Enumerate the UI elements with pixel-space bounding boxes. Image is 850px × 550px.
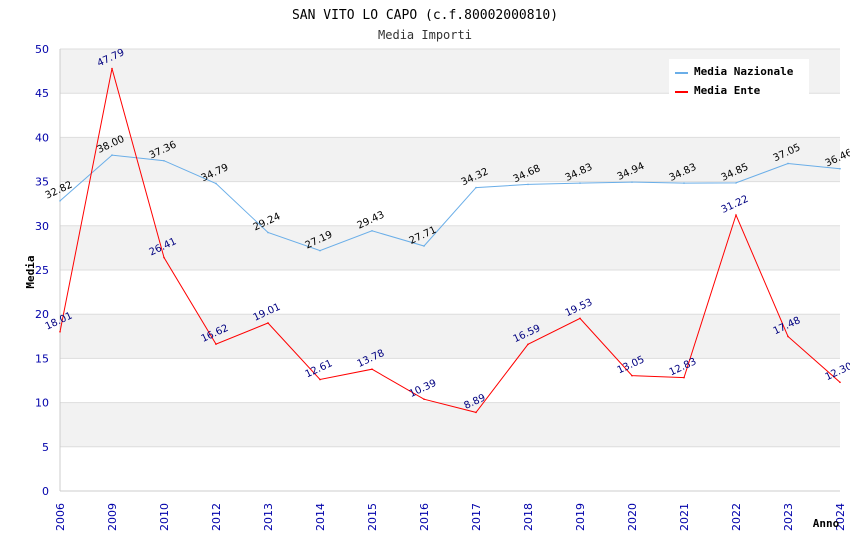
x-tick-label: 2023 [782, 503, 795, 531]
data-point [839, 167, 841, 170]
data-point [787, 162, 789, 165]
data-point [423, 245, 425, 247]
x-tick-label: 2006 [54, 503, 67, 531]
data-point [111, 154, 113, 156]
y-axis-ticks: 0 5 10 15 20 25 30 35 40 45 50 [35, 43, 49, 498]
legend-label-nazionale: Media Nazionale [694, 65, 794, 78]
chart-title: SAN VITO LO CAPO (c.f.80002000810) [292, 8, 558, 23]
data-point [163, 256, 165, 259]
x-tick-label: 2022 [730, 503, 743, 531]
x-tick-label: 2017 [470, 503, 483, 531]
axes [59, 49, 840, 492]
x-tick-label: 2016 [418, 503, 431, 531]
data-point [59, 330, 61, 333]
data-label-ente: 31.22 [720, 194, 751, 216]
data-point [267, 322, 269, 324]
plot-band [60, 314, 840, 359]
y-tick-label: 35 [35, 176, 49, 189]
x-tick-label: 2024 [834, 503, 847, 531]
y-tick-label: 20 [35, 308, 49, 321]
plot-band [60, 402, 840, 447]
data-point [475, 411, 477, 414]
data-label-ente: 10.39 [408, 378, 439, 400]
data-point [215, 182, 217, 185]
y-tick-label: 40 [35, 131, 49, 144]
x-tick-label: 2019 [574, 503, 587, 531]
x-axis-ticks: 2006 2009 2010 2012 2013 2014 2015 2016 2017 2018… [54, 503, 847, 531]
series-line-nazionale [59, 154, 841, 252]
data-point [215, 343, 217, 345]
data-point [111, 67, 113, 70]
y-tick-label: 45 [35, 87, 49, 100]
chart-subtitle: Media Importi [378, 28, 472, 42]
data-label-ente: 12.61 [304, 358, 335, 380]
y-tick-label: 15 [35, 352, 49, 365]
x-tick-label: 2015 [366, 503, 379, 531]
x-axis-label: Anno [813, 517, 840, 530]
data-point [787, 335, 789, 338]
x-tick-label: 2018 [522, 503, 535, 531]
plot-band [60, 225, 840, 270]
data-point [579, 317, 581, 320]
y-tick-label: 10 [35, 397, 49, 410]
data-point [527, 183, 529, 186]
x-tick-label: 2020 [626, 503, 639, 531]
data-point [319, 378, 321, 381]
x-tick-label: 2009 [106, 503, 119, 531]
data-label-ente: 12.83 [668, 356, 699, 378]
y-tick-label: 50 [35, 43, 49, 56]
legend-box [669, 59, 809, 99]
y-tick-label: 30 [35, 220, 49, 233]
x-tick-label: 2014 [314, 503, 327, 531]
series-lines [59, 67, 841, 414]
data-point [527, 343, 529, 346]
data-point [475, 186, 477, 189]
legend-label-ente: Media Ente [694, 84, 761, 97]
y-tick-label: 0 [42, 485, 49, 498]
data-point [371, 368, 373, 370]
y-tick-label: 25 [35, 264, 49, 277]
data-point [631, 374, 633, 377]
x-tick-label: 2021 [678, 503, 691, 531]
plot-band [60, 137, 840, 182]
plot-background [60, 49, 840, 447]
data-point [59, 200, 61, 202]
data-point [631, 181, 633, 183]
data-point [163, 159, 165, 162]
x-tick-label: 2013 [262, 503, 275, 531]
data-point [267, 231, 269, 234]
data-point [683, 182, 685, 184]
data-point [371, 230, 373, 232]
data-point [579, 182, 581, 184]
series-line-ente [59, 68, 841, 413]
y-axis-label: Media [24, 255, 37, 288]
data-point [683, 376, 685, 379]
data-point [735, 214, 737, 216]
x-tick-label: 2012 [210, 503, 223, 531]
y-tick-label: 5 [42, 441, 49, 454]
data-point [423, 398, 425, 400]
data-point [839, 381, 841, 384]
x-tick-label: 2010 [158, 503, 171, 531]
data-point [735, 182, 737, 184]
gridlines [60, 48, 840, 492]
legend: Media Nazionale Media Ente [669, 59, 809, 99]
data-point [319, 249, 321, 252]
